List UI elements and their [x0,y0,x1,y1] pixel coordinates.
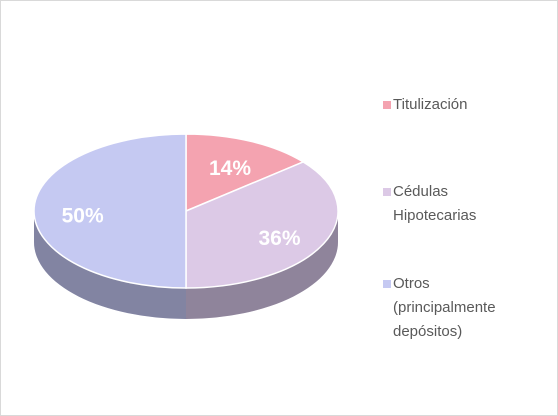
legend-label: Titulización [393,96,468,113]
legend-label: Otros (principalmente depósitos) [393,275,496,340]
legend-swatch [383,280,391,288]
legend-entry: Otros (principalmente depósitos) [383,272,533,344]
slice-side [34,211,186,319]
data-label: 50% [62,205,104,228]
legend-swatch [383,188,391,196]
legend-label: Cédulas Hipotecarias [393,183,477,224]
data-label: 14% [209,157,251,180]
slice [33,133,187,289]
slice [185,133,305,213]
legend-swatch [383,101,391,109]
slice [185,161,339,289]
data-label: 36% [259,227,301,250]
legend-entry: Cédulas Hipotecarias [383,180,533,228]
side-shade [186,211,338,319]
slice-side [186,211,338,319]
side-shade [34,211,186,319]
legend-entry: Titulización [383,93,533,117]
